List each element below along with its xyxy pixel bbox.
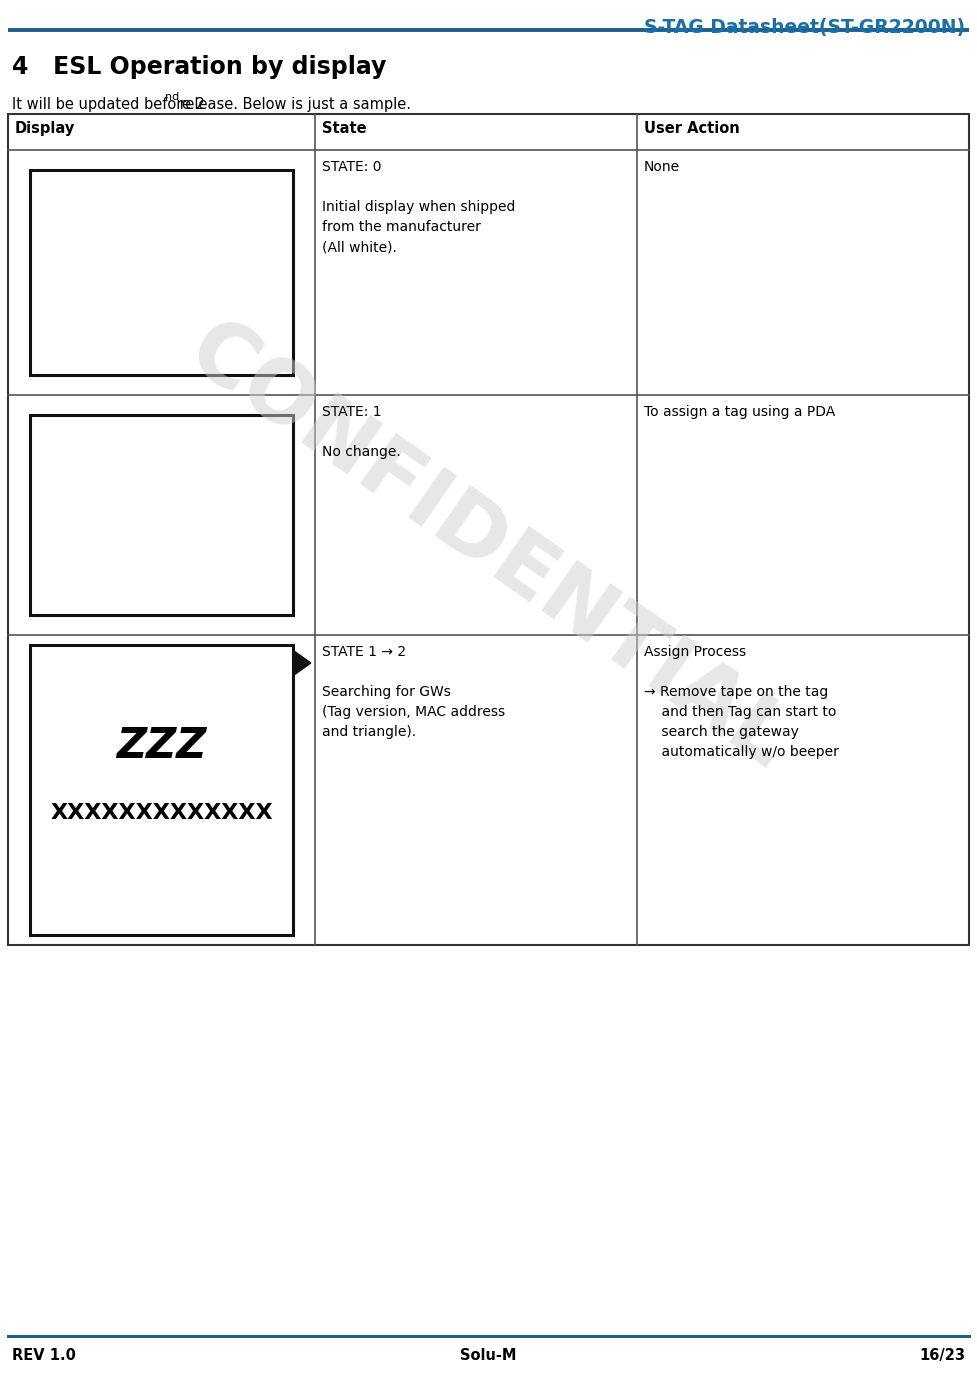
Polygon shape [294, 651, 311, 675]
Text: It will be updated before 2: It will be updated before 2 [12, 98, 205, 113]
Text: STATE 1 → 2

Searching for GWs
(Tag version, MAC address
and triangle).: STATE 1 → 2 Searching for GWs (Tag versi… [322, 644, 505, 739]
Text: 16/23: 16/23 [919, 1348, 965, 1363]
Text: To assign a tag using a PDA: To assign a tag using a PDA [644, 405, 835, 419]
Text: Assign Process

→ Remove tape on the tag
    and then Tag can start to
    searc: Assign Process → Remove tape on the tag … [644, 644, 839, 760]
Text: XXXXXXXXXXXXX: XXXXXXXXXXXXX [50, 804, 273, 823]
Text: State: State [322, 121, 366, 136]
Text: None: None [644, 159, 680, 174]
Bar [8, 114, 969, 945]
Text: CONFIDENTIAL: CONFIDENTIAL [172, 309, 805, 786]
Text: S-TAG Datasheet(ST-GR2200N): S-TAG Datasheet(ST-GR2200N) [644, 18, 965, 37]
Text: Display: Display [15, 121, 75, 136]
Text: release. Below is just a sample.: release. Below is just a sample. [175, 98, 411, 113]
Text: REV 1.0: REV 1.0 [12, 1348, 76, 1363]
Bar [30, 644, 293, 934]
Text: STATE: 1

No change.: STATE: 1 No change. [322, 405, 401, 459]
Text: Solu-M: Solu-M [460, 1348, 517, 1363]
Text: User Action: User Action [644, 121, 740, 136]
Bar [30, 415, 293, 616]
Text: nd: nd [165, 92, 179, 102]
Text: ZZZ: ZZZ [116, 725, 207, 768]
Bar [30, 170, 293, 375]
Text: STATE: 0

Initial display when shipped
from the manufacturer
(All white).: STATE: 0 Initial display when shipped fr… [322, 159, 516, 254]
Text: 4   ESL Operation by display: 4 ESL Operation by display [12, 55, 386, 78]
